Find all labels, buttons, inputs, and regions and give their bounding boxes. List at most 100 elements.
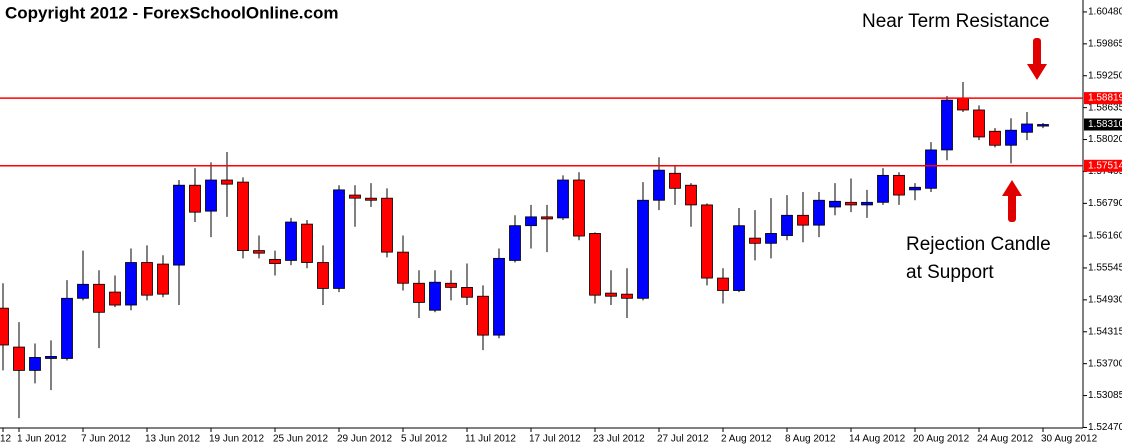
annotation: at Support [906,262,994,283]
candle-body [717,277,729,291]
y-tick-label: 1.55545 [1088,263,1122,274]
candle-body [301,223,313,263]
candle-body [893,174,905,196]
candle-body [573,179,585,237]
candle-body [813,199,825,226]
x-tick-label: 20 Aug 2012 [913,434,970,445]
y-tick-label: 1.60480 [1088,7,1122,18]
candle-body [125,262,137,306]
candle-body [0,307,9,346]
candle-body [253,250,265,254]
annotation: Rejection Candle [906,234,1051,255]
candle-body [541,216,553,220]
x-tick-label: 8 Aug 2012 [785,434,836,445]
candle-body [429,281,441,311]
candle-body [829,200,841,208]
candle-body [109,291,121,306]
y-tick-label: 1.59250 [1088,70,1122,81]
candle-body [733,225,745,291]
x-tick-label: 30 Aug 2012 [1041,434,1098,445]
candle-body [621,293,633,299]
y-tick-label: 1.56160 [1088,231,1122,242]
candle-body [93,283,105,313]
candle-body [765,233,777,244]
candle-body [941,99,953,151]
annotation: Near Term Resistance [862,11,1050,32]
candle-body [205,179,217,212]
y-tick-label: 1.56790 [1088,198,1122,209]
level-label: 1.57514 [1088,160,1122,171]
candle-body [29,357,41,371]
candle-body [141,262,153,296]
candle-body [1021,123,1033,133]
candle-body [925,149,937,189]
candle-body [397,251,409,284]
candle-body [589,233,601,296]
x-tick-label: 7 Jun 2012 [81,434,131,445]
y-tick-label: 1.54315 [1088,326,1122,337]
candle-body [797,214,809,226]
candle-body [973,109,985,138]
x-tick-label: 13 Jun 2012 [145,434,200,445]
candle-body [605,292,617,297]
x-tick-label: 17 Jul 2012 [529,434,581,445]
candle-body [685,184,697,206]
candle-body [1005,129,1017,146]
x-tick-label: 25 Jun 2012 [273,434,328,445]
level-label: 1.58819 [1088,93,1122,104]
candle-body [909,186,921,191]
x-tick-label: 19 Jun 2012 [209,434,264,445]
candle-body [653,169,665,201]
candle-body [61,297,73,359]
candle-body [1037,124,1049,127]
y-tick-label: 1.53085 [1088,390,1122,401]
candle-body [781,214,793,236]
candle-body [637,199,649,299]
y-tick-label: 1.58635 [1088,102,1122,113]
arrow-up [1002,180,1022,222]
candle-body [333,189,345,289]
y-tick-label: 1.52470 [1088,422,1122,433]
x-tick-label: 2 Aug 2012 [721,434,772,445]
candle-body [381,197,393,253]
candle-body [877,174,889,203]
x-tick-label: 5 Jul 2012 [401,434,448,445]
candle-body [669,172,681,189]
plot-area [0,81,1049,419]
y-tick-label: 1.54930 [1088,295,1122,306]
candle-body [237,181,249,251]
candle-body [13,346,25,371]
candle-body [701,204,713,279]
candle-body [445,282,457,288]
candle-body [989,130,1001,146]
candle-body [749,237,761,244]
candle-body [365,197,377,201]
candle-body [269,258,281,264]
x-tick-label: 23 Jul 2012 [593,434,645,445]
candle-body [285,221,297,261]
candle-body [477,295,489,336]
candle-body [509,225,521,261]
current-price-label: 1.58310 [1088,119,1122,130]
candle-body [861,201,873,206]
x-tick-label: 12 [0,434,12,445]
candle-body [189,184,201,213]
candle-body [461,287,473,298]
x-tick-label: 24 Aug 2012 [977,434,1034,445]
x-tick-label: 27 Jul 2012 [657,434,709,445]
x-tick-label: 29 Jun 2012 [337,434,392,445]
candle-body [157,263,169,295]
candle-body [221,179,233,185]
x-tick-label: 1 Jun 2012 [17,434,67,445]
candle-body [525,216,537,227]
level-label-box [1084,159,1122,172]
x-tick-label: 11 Jul 2012 [465,434,516,445]
arrow-down [1027,38,1047,80]
y-tick-label: 1.53700 [1088,358,1122,369]
x-tick-label: 14 Aug 2012 [849,434,906,445]
y-tick-label: 1.59865 [1088,38,1122,49]
chart-title: Copyright 2012 - ForexSchoolOnline.com [5,3,338,22]
